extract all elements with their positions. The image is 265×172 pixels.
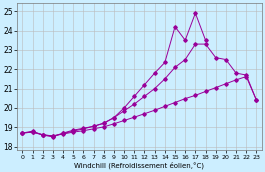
X-axis label: Windchill (Refroidissement éolien,°C): Windchill (Refroidissement éolien,°C) (74, 161, 204, 169)
